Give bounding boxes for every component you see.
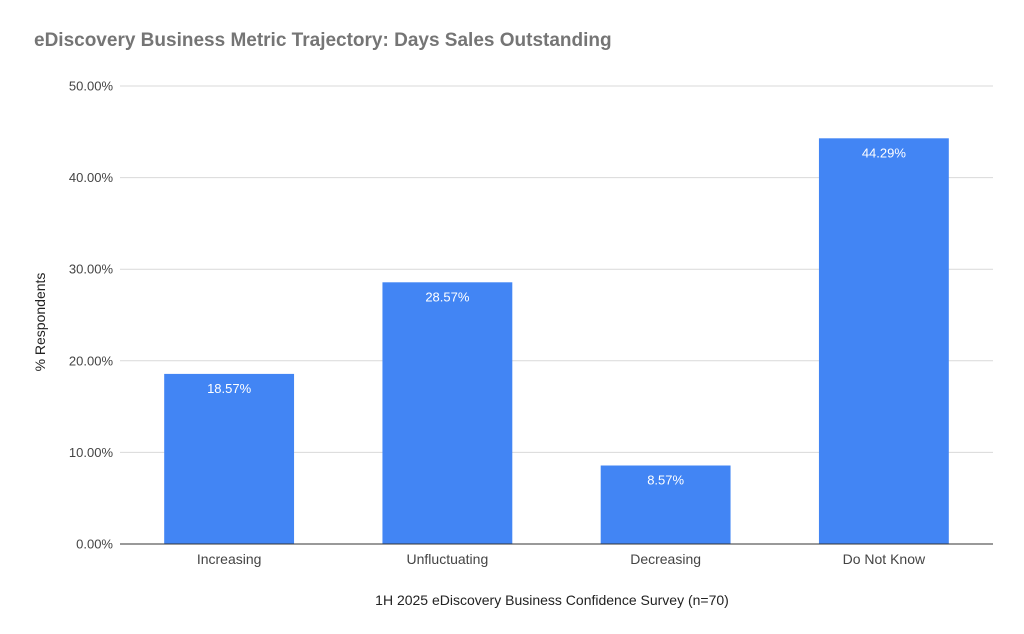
x-axis-title: 1H 2025 eDiscovery Business Confidence S… <box>375 592 729 608</box>
x-category-label: Increasing <box>197 551 262 567</box>
chart-title: eDiscovery Business Metric Trajectory: D… <box>34 30 612 51</box>
y-tick-label: 0.00% <box>76 537 113 552</box>
bar-data-label: 44.29% <box>862 145 907 160</box>
x-category-label: Decreasing <box>630 551 701 567</box>
y-tick-label: 50.00% <box>69 79 114 94</box>
bar-unfluctuating <box>382 282 513 544</box>
x-axis-categories: Increasing Unfluctuating Decreasing Do Not … <box>197 551 926 567</box>
bars: 18.57% 28.57% 8.57% 44.29% <box>164 138 949 545</box>
y-tick-label: 10.00% <box>69 445 114 460</box>
y-tick-label: 20.00% <box>69 353 114 368</box>
bar-data-label: 8.57% <box>647 472 684 487</box>
bar-do-not-know <box>818 138 949 545</box>
x-category-label: Unfluctuating <box>407 551 489 567</box>
y-axis-title: % Respondents <box>32 273 48 372</box>
bar-increasing <box>164 373 295 544</box>
y-tick-label: 30.00% <box>69 262 114 277</box>
bar-decreasing <box>600 465 731 544</box>
y-tick-label: 40.00% <box>69 170 114 185</box>
bar-data-label: 28.57% <box>425 289 470 304</box>
x-category-label: Do Not Know <box>843 551 926 567</box>
bar-data-label: 18.57% <box>207 381 252 396</box>
y-axis-ticks: 0.00% 10.00% 20.00% 30.00% 40.00% 50.00% <box>69 79 114 552</box>
